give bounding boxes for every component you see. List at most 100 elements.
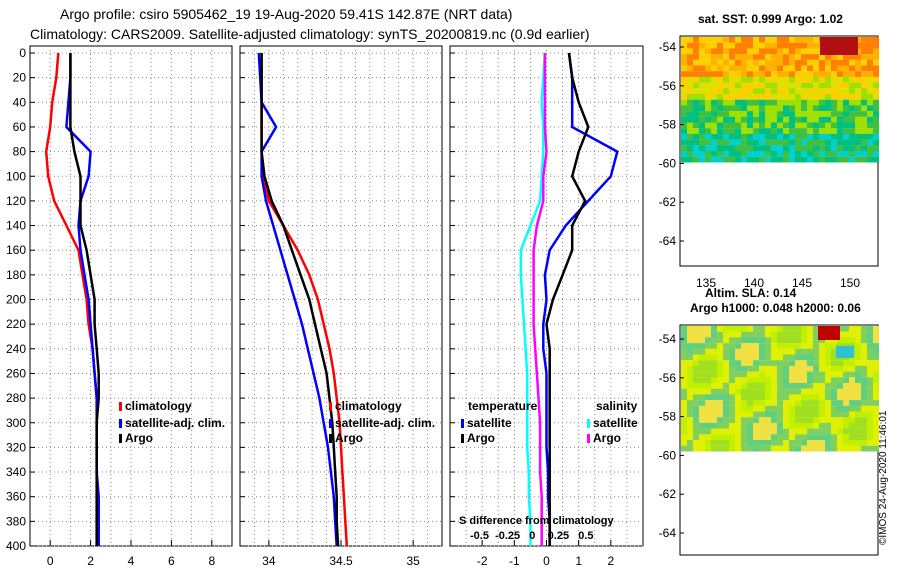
sst-cell [705,37,712,43]
sst-cell [843,59,850,66]
sst-cell [681,116,688,123]
sst-cell [777,76,784,83]
sla-cell [771,337,778,344]
sla-cell [819,377,826,384]
x-tick-label: 35 [406,554,420,568]
sst-cell [723,54,730,60]
sst-cell [681,88,688,95]
sla-cell [771,331,778,338]
sst-cell [777,94,784,100]
sst-cell [729,37,736,43]
sst-cell [753,48,760,55]
sla-cell [801,411,808,418]
sla-cell [777,354,784,361]
sla-cell [711,422,718,429]
sst-cell [783,37,790,43]
sst-cell [741,99,748,106]
sst-cell [831,88,838,95]
x-tick-label: -1 [509,554,520,568]
sla-cell [693,400,700,406]
sst-cell [831,59,838,66]
sst-cell [759,128,766,134]
sst-cell [687,42,694,49]
sst-cell [813,94,820,100]
sla-cell [759,354,766,361]
sla-cell [705,445,712,452]
sla-cell [753,343,760,349]
sst-cell [867,151,874,157]
sst-cell [861,116,868,123]
sla-cell [771,428,778,435]
sla-cell [783,383,790,389]
sst-cell [741,145,748,152]
sla-cell [717,422,724,429]
series-line-salinity-satellite [519,52,547,546]
sst-cell [699,42,706,49]
sla-cell [783,440,790,446]
sst-cell [723,139,730,146]
sla-cell [855,422,862,429]
sst-cell [813,133,820,140]
sst-cell [849,145,856,152]
sla-cell [789,326,796,332]
sla-cell [747,354,754,361]
sst-cell [861,128,868,134]
sst-cell [873,145,880,152]
sla-cell [873,440,880,446]
sla-cell [759,365,766,372]
sst-cell [867,71,874,77]
sla-cell [825,434,832,441]
sst-cell [723,111,730,117]
sla-cell [801,360,808,366]
sst-cell [873,99,880,106]
sla-cell [723,383,730,389]
sla-cell [693,343,700,349]
sla-cell [759,417,766,423]
sla-cell [717,360,724,366]
sst-cell [825,59,832,66]
sla-cell [825,445,832,452]
sla-cell [735,354,742,361]
sla-cell [771,326,778,332]
depth-tick-label: 380 [6,514,26,528]
sst-cell [819,145,826,152]
sst-cell [843,54,850,60]
sst-cell [735,122,742,129]
sla-cell [771,440,778,446]
sst-cell [831,122,838,129]
sla-cell [753,388,760,395]
sst-cell [681,54,688,60]
sla-cell [765,417,772,423]
sla-cell [729,434,736,441]
sst-cell [783,82,790,89]
sst-cell [849,82,856,89]
sst-cell [747,54,754,60]
sst-cell [765,139,772,146]
sst-cell [699,54,706,60]
sla-cell [807,360,814,366]
sst-cell [687,139,694,146]
sst-cell [687,88,694,95]
depth-tick-label: 340 [6,465,26,479]
map-lat-label: -64 [659,526,677,540]
sla-cell [729,371,736,378]
sst-cell [765,65,772,72]
sla-cell [687,394,694,401]
sla-cell [855,360,862,366]
sla-cell [855,371,862,378]
sla-cell [687,326,694,332]
sst-cell [693,48,700,55]
sla-cell [849,365,856,372]
sst-cell [825,139,832,146]
sla-cell [855,400,862,406]
sst-cell [783,76,790,83]
sst-cell [831,116,838,123]
sla-cell [861,440,868,446]
depth-tick-label: 140 [6,219,26,233]
sst-cell [825,145,832,152]
sst-cell [711,37,718,43]
sst-cell [831,145,838,152]
sst-cell [753,145,760,152]
sst-cell [843,116,850,123]
sla-cell [771,377,778,384]
